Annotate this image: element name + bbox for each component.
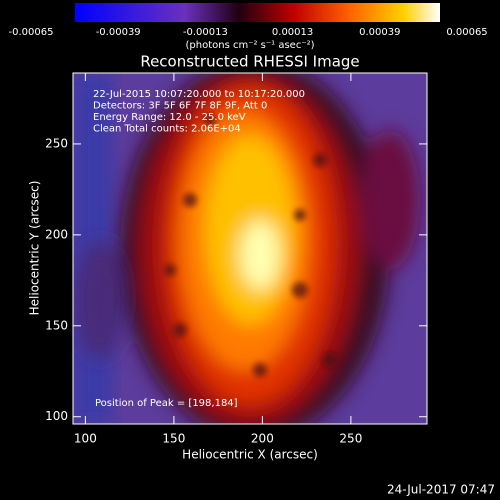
y-tick-label: 150 <box>45 318 68 332</box>
x-tick-label: 250 <box>339 432 362 446</box>
colorbar-label: (photons cm⁻² s⁻¹ asec⁻²) <box>185 40 314 51</box>
image <box>73 73 427 424</box>
colorbar-tick-label: 0.00039 <box>359 27 400 38</box>
x-tick-label: 150 <box>162 432 185 446</box>
plot-frame <box>72 72 428 425</box>
annotation: 22-Jul-2015 10:07:20.000 to 10:17:20.000 <box>93 89 305 100</box>
annotation: Clean Total counts: 2.06E+04 <box>93 124 241 135</box>
y-tick-label: 100 <box>45 409 68 423</box>
x-tick-label: 200 <box>251 432 274 446</box>
x-axis-label: Heliocentric X (arcsec) <box>182 448 318 462</box>
y-axis-label: Heliocentric Y (arcsec) <box>28 181 42 316</box>
annotation: Detectors: 3F 5F 6F 7F 8F 9F, Att 0 <box>93 101 267 112</box>
peak-label: Position of Peak = [198,184] <box>95 398 238 409</box>
x-tick-label: 100 <box>74 432 97 446</box>
colorbar-tick-label: -0.00065 <box>9 27 54 38</box>
timestamp: 24-Jul-2017 07:47 <box>387 483 495 497</box>
annotation: Energy Range: 12.0 - 25.0 keV <box>93 112 246 123</box>
colorbar-tick-label: -0.00013 <box>183 27 228 38</box>
y-tick-label: 250 <box>45 136 68 150</box>
colorbar-tick-label: 0.00065 <box>446 27 487 38</box>
y-tick-label: 200 <box>45 227 68 241</box>
colorbar-tick-label: 0.00013 <box>272 27 313 38</box>
colorbar-tick-label: -0.00039 <box>96 27 141 38</box>
chart-title: Reconstructed RHESSI Image <box>140 53 359 71</box>
colorbar <box>75 3 440 22</box>
